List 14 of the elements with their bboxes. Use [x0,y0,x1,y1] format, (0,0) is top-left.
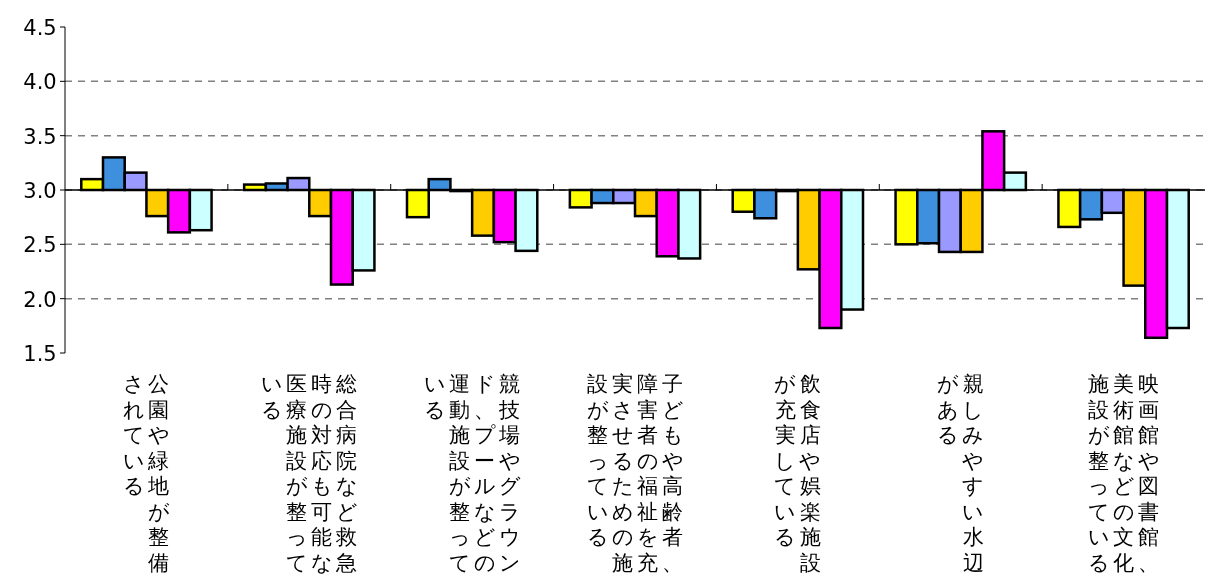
y-tick-label: 2.5 [23,233,57,258]
category-label: 映画館や図書館、美術館などの文化施設が整っている [1087,372,1160,575]
category-label: 子どもや高齢者、障害者の福祉を充実させるための施設が整っている [586,372,684,575]
y-tick-label: 3.0 [23,179,57,203]
category-label: 総合病院など救急時の対応も可能な医療施設が整っている [260,372,358,575]
y-tick-label: 4.0 [23,70,57,95]
y-tick-label: 2.0 [23,287,57,312]
y-tick-label: 4.5 [23,16,57,40]
category-label: 親しみやすい水辺がある [937,372,985,575]
category-label: 競技場やグラウンド、プールなどの運動施設が整っている [423,372,521,575]
category-label: 飲食店や娯楽施設が充実している [774,372,822,575]
y-tick-label: 3.5 [23,124,57,149]
y-tick-label: 1.5 [23,342,57,366]
category-label: 公園や緑地が整備されている [122,372,170,575]
